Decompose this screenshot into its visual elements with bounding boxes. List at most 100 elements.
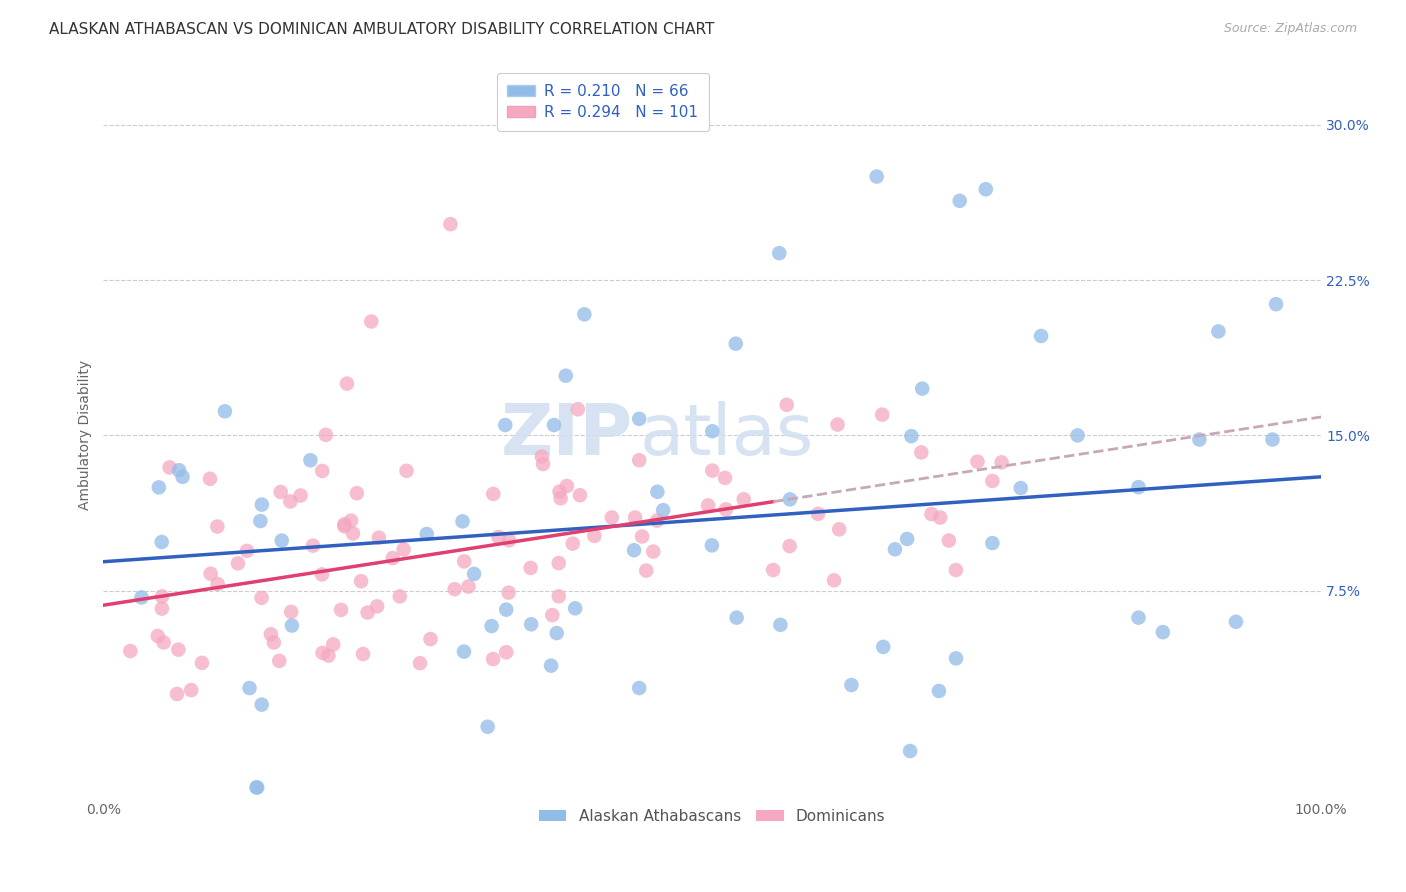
Point	[643, 544, 665, 558]
Point	[762, 563, 785, 577]
Point	[631, 529, 654, 543]
Point	[700, 538, 723, 552]
Point	[555, 479, 578, 493]
Point	[543, 417, 565, 432]
Point	[270, 485, 292, 500]
Point	[495, 645, 517, 659]
Point	[531, 457, 554, 471]
Point	[898, 744, 921, 758]
Point	[457, 580, 479, 594]
Point	[1152, 625, 1174, 640]
Point	[318, 648, 340, 663]
Point	[495, 602, 517, 616]
Point	[583, 529, 606, 543]
Point	[636, 564, 658, 578]
Point	[395, 464, 418, 478]
Point	[900, 429, 922, 443]
Point	[250, 698, 273, 712]
Point	[725, 610, 748, 624]
Point	[1066, 428, 1088, 442]
Point	[938, 533, 960, 548]
Point	[714, 502, 737, 516]
Point	[152, 635, 174, 649]
Point	[872, 640, 894, 654]
Point	[870, 408, 893, 422]
Point	[547, 590, 569, 604]
Point	[270, 533, 292, 548]
Point	[828, 522, 851, 536]
Point	[548, 484, 571, 499]
Point	[409, 656, 432, 670]
Point	[302, 539, 325, 553]
Point	[392, 542, 415, 557]
Point	[367, 531, 389, 545]
Point	[564, 601, 586, 615]
Point	[823, 574, 845, 588]
Point	[280, 494, 302, 508]
Point	[702, 464, 724, 478]
Point	[346, 486, 368, 500]
Point	[333, 517, 356, 532]
Point	[561, 536, 583, 550]
Point	[488, 530, 510, 544]
Point	[150, 590, 173, 604]
Point	[333, 519, 356, 533]
Point	[990, 455, 1012, 469]
Point	[166, 687, 188, 701]
Point	[167, 463, 190, 477]
Point	[624, 510, 647, 524]
Point	[547, 556, 569, 570]
Point	[250, 591, 273, 605]
Point	[269, 654, 291, 668]
Point	[214, 404, 236, 418]
Point	[540, 658, 562, 673]
Point	[1188, 433, 1211, 447]
Point	[949, 194, 972, 208]
Point	[697, 499, 720, 513]
Point	[568, 488, 591, 502]
Point	[600, 510, 623, 524]
Point	[714, 471, 737, 485]
Point	[200, 566, 222, 581]
Point	[330, 603, 353, 617]
Text: ZIP: ZIP	[501, 401, 633, 470]
Point	[974, 182, 997, 196]
Point	[207, 519, 229, 533]
Point	[198, 472, 221, 486]
Point	[647, 484, 669, 499]
Point	[554, 368, 576, 383]
Point	[929, 510, 952, 524]
Point	[172, 470, 194, 484]
Point	[928, 684, 950, 698]
Point	[352, 647, 374, 661]
Point	[945, 563, 967, 577]
Point	[574, 307, 596, 321]
Point	[388, 590, 411, 604]
Point	[628, 412, 651, 426]
Point	[439, 217, 461, 231]
Point	[530, 450, 553, 464]
Point	[381, 551, 404, 566]
Point	[281, 618, 304, 632]
Point	[290, 488, 312, 502]
Point	[768, 246, 790, 260]
Point	[146, 629, 169, 643]
Point	[249, 514, 271, 528]
Point	[311, 567, 333, 582]
Point	[131, 591, 153, 605]
Point	[299, 453, 322, 467]
Point	[981, 474, 1004, 488]
Point	[866, 169, 889, 184]
Point	[779, 492, 801, 507]
Point	[207, 577, 229, 591]
Point	[246, 780, 269, 795]
Point	[280, 605, 302, 619]
Point	[498, 533, 520, 548]
Text: Source: ZipAtlas.com: Source: ZipAtlas.com	[1223, 22, 1357, 36]
Point	[623, 543, 645, 558]
Legend: Alaskan Athabascans, Dominicans: Alaskan Athabascans, Dominicans	[533, 803, 891, 830]
Point	[911, 382, 934, 396]
Point	[366, 599, 388, 614]
Point	[360, 314, 382, 328]
Point	[263, 635, 285, 649]
